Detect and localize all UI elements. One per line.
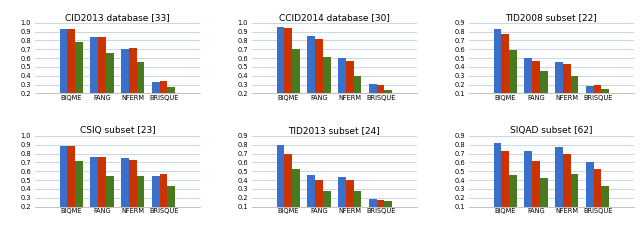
Bar — [602, 186, 609, 215]
Bar — [540, 71, 548, 102]
Bar — [501, 151, 509, 215]
Bar — [571, 76, 579, 102]
Bar — [284, 28, 292, 111]
Bar — [292, 49, 300, 111]
Bar — [385, 201, 392, 215]
Bar — [594, 170, 602, 215]
Bar — [369, 84, 377, 111]
Bar — [509, 50, 516, 102]
Bar — [377, 85, 385, 111]
Title: CID2013 database [33]: CID2013 database [33] — [65, 13, 170, 22]
Bar — [67, 29, 75, 111]
Bar — [276, 27, 284, 111]
Bar — [129, 160, 137, 224]
Bar — [60, 29, 67, 111]
Bar — [67, 146, 75, 224]
Bar — [75, 161, 83, 224]
Bar — [346, 61, 354, 111]
Bar — [160, 174, 168, 224]
Bar — [563, 153, 571, 215]
Bar — [493, 29, 501, 102]
Bar — [121, 158, 129, 224]
Bar — [121, 49, 129, 111]
Bar — [586, 163, 594, 215]
Bar — [339, 177, 346, 215]
Title: CSIQ subset [23]: CSIQ subset [23] — [79, 126, 156, 135]
Bar — [276, 145, 284, 215]
Title: CCID2014 database [30]: CCID2014 database [30] — [279, 13, 390, 22]
Bar — [377, 200, 385, 215]
Bar — [532, 61, 540, 102]
Bar — [385, 90, 392, 111]
Bar — [284, 153, 292, 215]
Bar — [168, 186, 175, 224]
Bar — [137, 176, 145, 224]
Bar — [292, 169, 300, 215]
Bar — [315, 180, 323, 215]
Bar — [339, 58, 346, 111]
Bar — [323, 57, 330, 111]
Bar — [556, 62, 563, 102]
Bar — [106, 176, 113, 224]
Bar — [556, 147, 563, 215]
Bar — [493, 143, 501, 215]
Bar — [354, 76, 362, 111]
Bar — [540, 178, 548, 215]
Bar — [315, 39, 323, 111]
Bar — [98, 37, 106, 111]
Title: SIQAD subset [62]: SIQAD subset [62] — [510, 126, 593, 135]
Bar — [594, 85, 602, 102]
Bar — [354, 191, 362, 215]
Bar — [168, 87, 175, 111]
Bar — [602, 89, 609, 102]
Bar — [563, 64, 571, 102]
Title: TID2008 subset [22]: TID2008 subset [22] — [506, 13, 597, 22]
Bar — [90, 37, 98, 111]
Bar — [369, 199, 377, 215]
Bar — [323, 191, 330, 215]
Bar — [90, 157, 98, 224]
Bar — [307, 36, 315, 111]
Bar — [98, 157, 106, 224]
Bar — [501, 34, 509, 102]
Bar — [152, 176, 160, 224]
Bar — [532, 161, 540, 215]
Bar — [346, 180, 354, 215]
Bar — [152, 82, 160, 111]
Bar — [137, 62, 145, 111]
Bar — [307, 175, 315, 215]
Bar — [524, 58, 532, 102]
Bar — [586, 86, 594, 102]
Bar — [160, 81, 168, 111]
Bar — [571, 174, 579, 215]
Bar — [509, 175, 516, 215]
Bar — [75, 42, 83, 111]
Bar — [106, 53, 113, 111]
Bar — [60, 146, 67, 224]
Bar — [524, 151, 532, 215]
Title: TID2013 subset [24]: TID2013 subset [24] — [289, 126, 380, 135]
Bar — [129, 48, 137, 111]
